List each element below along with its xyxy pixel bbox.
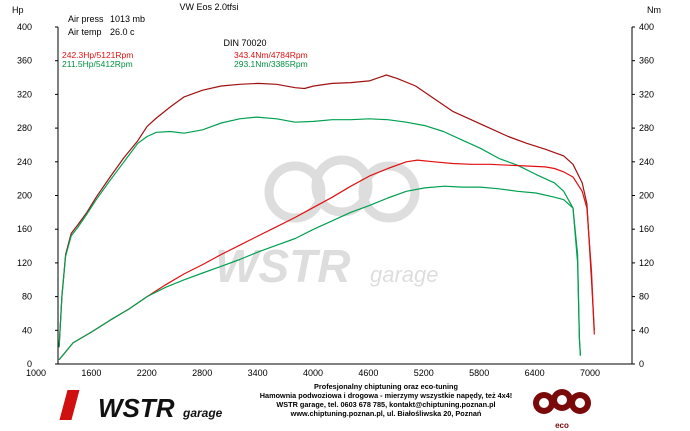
y-right-label: Nm	[647, 5, 661, 15]
y-right-tick-label: 320	[639, 89, 654, 99]
chart-subtitle: DIN 70020	[223, 38, 266, 48]
x-tick-label: 1600	[81, 368, 101, 378]
y-left-tick-label: 40	[22, 325, 32, 335]
y-right-tick-label: 120	[639, 258, 654, 268]
chart-title: VW Eos 2.0tfsi	[179, 2, 238, 12]
condition-label-0: Air press	[68, 14, 104, 24]
legend-power-tuned: 242.3Hp/5121Rpm	[62, 50, 133, 60]
x-tick-label: 3400	[248, 368, 268, 378]
footer-line-2: Hamownia podwoziowa i drogowa - mierzymy…	[259, 391, 513, 400]
x-tick-label: 2800	[192, 368, 212, 378]
y-right-tick-label: 360	[639, 56, 654, 66]
y-left-tick-label: 200	[17, 191, 32, 201]
series-line-power-tuned	[58, 159, 595, 361]
y-left-tick-label: 400	[17, 22, 32, 32]
y-right-tick-label: 200	[639, 191, 654, 201]
y-right-tick-label: 400	[639, 22, 654, 32]
series-line-torque-tuned	[58, 74, 595, 348]
y-left-tick-label: 120	[17, 258, 32, 268]
footer-line-1: Profesjonalny chiptuning oraz eco-tuning	[314, 382, 458, 391]
y-left-tick-label: 160	[17, 224, 32, 234]
y-right-tick-label: 40	[639, 325, 649, 335]
condition-label-1: Air temp	[68, 27, 102, 37]
svg-text:garage: garage	[370, 262, 439, 287]
series-line-torque-stock	[58, 116, 581, 356]
condition-value-0: 1013 mb	[110, 14, 145, 24]
chart-series	[58, 74, 595, 361]
footer-line-4: www.chiptuning.poznan.pl, ul. Białośliws…	[290, 409, 482, 418]
condition-value-1: 26.0 c	[110, 27, 135, 37]
y-left-tick-label: 280	[17, 123, 32, 133]
legend-power-stock: 211.5Hp/5412Rpm	[62, 59, 133, 69]
y-left-tick-label: 80	[22, 292, 32, 302]
legend-torque-stock: 293.1Nm/3385Rpm	[234, 59, 308, 69]
x-tick-label: 4000	[303, 368, 323, 378]
x-tick-label: 4600	[358, 368, 378, 378]
y-right-tick-label: 160	[639, 224, 654, 234]
series-line-power-stock	[58, 185, 581, 361]
legend-torque-tuned: 343.4Nm/4784Rpm	[234, 50, 308, 60]
y-left-tick-label: 240	[17, 157, 32, 167]
y-right-tick-label: 80	[639, 292, 649, 302]
x-tick-label: 1000	[26, 368, 46, 378]
y-right-tick-label: 280	[639, 123, 654, 133]
y-right-tick-label: 0	[639, 359, 644, 369]
y-left-label: Hp	[12, 5, 24, 15]
x-tick-label: 5200	[414, 368, 434, 378]
x-tick-label: 6400	[525, 368, 545, 378]
watermark-logo: WSTR garage	[215, 155, 439, 292]
y-right-tick-label: 240	[639, 157, 654, 167]
x-tick-label: 7000	[580, 368, 600, 378]
axis-ticks: 1000 1600 2200 2800 3400 4000 4600 5200 5800 6400…	[17, 22, 654, 378]
watermark-text: WSTR	[215, 240, 350, 292]
footer-line-3: WSTR garage, tel. 0603 678 785, kontakt@…	[276, 400, 496, 409]
y-left-tick-label: 320	[17, 89, 32, 99]
x-tick-label: 5800	[469, 368, 489, 378]
x-tick-label: 2200	[137, 368, 157, 378]
footer-info: Profesjonalny chiptuning oraz eco-tuning…	[236, 382, 536, 418]
y-left-tick-label: 360	[17, 56, 32, 66]
y-left-tick-label: 0	[27, 359, 32, 369]
